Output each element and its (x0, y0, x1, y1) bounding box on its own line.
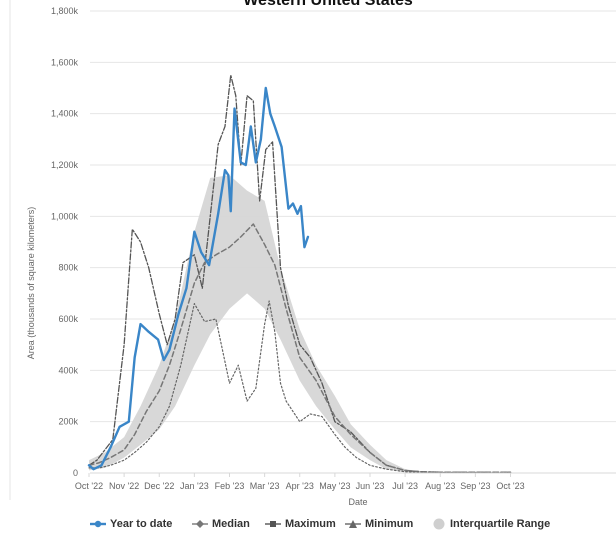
y-tick-label: 600k (58, 314, 78, 324)
x-tick-label: Mar '23 (250, 481, 280, 491)
y-tick-label: 1,800k (51, 6, 79, 16)
legend-marker-triangle (349, 520, 357, 528)
y-tick-label: 1,200k (51, 160, 79, 170)
x-tick-label: Apr '23 (286, 481, 314, 491)
legend-label: Interquartile Range (450, 518, 550, 530)
legend-label: Maximum (285, 518, 336, 530)
x-axis-title: Date (348, 497, 367, 507)
y-tick-label: 1,000k (51, 211, 79, 221)
legend-item[interactable]: Year to date (90, 518, 172, 530)
legend-item[interactable]: Maximum (265, 518, 336, 530)
x-tick-label: Sep '23 (460, 481, 490, 491)
y-tick-label: 0 (73, 468, 78, 478)
y-tick-label: 1,600k (51, 57, 79, 67)
y-tick-label: 800k (58, 263, 78, 273)
iqr-band-area (89, 175, 511, 473)
iqr-band (89, 175, 511, 473)
legend-swatch-iqr (433, 518, 445, 530)
x-tick-label: Feb '23 (215, 481, 245, 491)
x-tick-label: Oct '22 (75, 481, 103, 491)
legend-label: Median (212, 518, 250, 530)
legend-item[interactable]: Median (192, 518, 250, 530)
x-tick-label: Jun '23 (356, 481, 385, 491)
legend[interactable]: Year to date Median Maximum Minimum Interqua… (90, 518, 550, 530)
legend-item[interactable]: Interquartile Range (433, 518, 551, 530)
y-axis-title: Area (thousands of square kilometers) (26, 207, 36, 360)
legend-label: Minimum (365, 518, 413, 530)
x-tick-label: Aug '23 (425, 481, 455, 491)
minimum-series-line (88, 300, 512, 474)
x-tick-label: Jul '23 (392, 481, 418, 491)
x-tick-label: Jan '23 (180, 481, 209, 491)
legend-item[interactable]: Minimum (345, 518, 413, 530)
y-tick-label: 1,400k (51, 109, 79, 119)
median-series-line (88, 223, 512, 473)
series-lines (87, 74, 512, 474)
legend-label: Year to date (110, 518, 172, 530)
year-to-date-series-line (87, 86, 310, 471)
x-tick-label: Nov '22 (109, 481, 139, 491)
maximum-series-line (88, 74, 512, 473)
x-tick-label: Dec '22 (144, 481, 174, 491)
y-tick-label: 400k (58, 365, 78, 375)
axes: 0 200k 400k 600k 800k 1,000k 1,200k 1,400k 1,600… (51, 6, 616, 491)
legend-marker-circle (94, 520, 102, 528)
chart-title: Western United States (243, 0, 413, 9)
legend-marker-square (270, 521, 276, 527)
legend-marker-diamond (196, 520, 204, 528)
x-tick-label: Oct '23 (496, 481, 524, 491)
x-tick-label: May '23 (319, 481, 350, 491)
y-tick-label: 200k (58, 417, 78, 427)
